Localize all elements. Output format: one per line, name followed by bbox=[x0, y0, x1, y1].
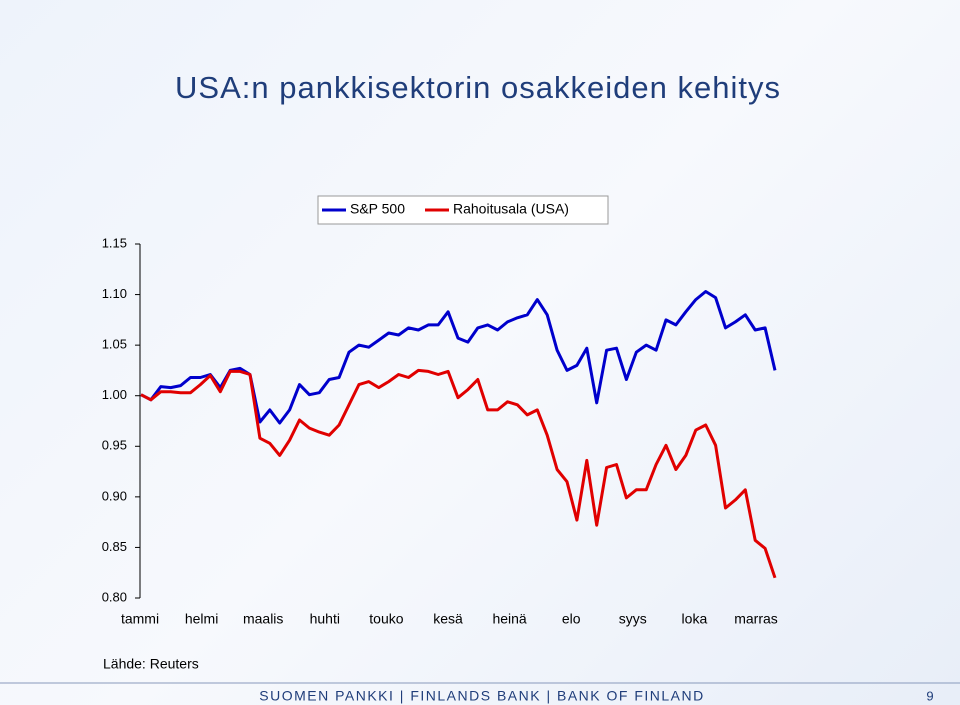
series-line bbox=[140, 368, 777, 579]
page-number: 9 bbox=[926, 688, 933, 703]
x-tick-label: touko bbox=[369, 611, 403, 627]
x-tick-label: heinä bbox=[492, 611, 526, 627]
legend-box bbox=[317, 195, 609, 225]
x-tick-label: huhti bbox=[310, 611, 340, 627]
x-tick-label: maalis bbox=[243, 611, 283, 627]
legend-label: Rahoitusala (USA) bbox=[453, 201, 569, 217]
y-tick-label: 0.80 bbox=[102, 589, 127, 604]
series-line bbox=[140, 290, 777, 425]
x-tick-label: helmi bbox=[185, 611, 218, 627]
y-tick-label: 0.85 bbox=[102, 539, 127, 554]
y-tick-label: 1.10 bbox=[102, 286, 127, 301]
y-tick-label: 1.05 bbox=[102, 337, 127, 352]
y-tick-label: 0.95 bbox=[102, 438, 127, 453]
x-tick-label: tammi bbox=[121, 611, 159, 627]
x-tick-label: marras bbox=[734, 611, 778, 627]
source-note: Lähde: Reuters bbox=[103, 656, 199, 672]
chart-title: USA:n pankkisektorin osakkeiden kehitys bbox=[175, 70, 781, 105]
footer-text: SUOMEN PANKKI | FINLANDS BANK | BANK OF … bbox=[259, 688, 704, 704]
y-tick-label: 0.90 bbox=[102, 488, 127, 503]
x-tick-label: kesä bbox=[433, 611, 463, 627]
y-tick-label: 1.15 bbox=[102, 235, 127, 250]
y-tick-label: 1.00 bbox=[102, 387, 127, 402]
x-tick-label: loka bbox=[682, 611, 708, 627]
legend-label: S&P 500 bbox=[350, 201, 405, 217]
x-tick-label: elo bbox=[562, 611, 581, 627]
x-tick-label: syys bbox=[619, 611, 647, 627]
